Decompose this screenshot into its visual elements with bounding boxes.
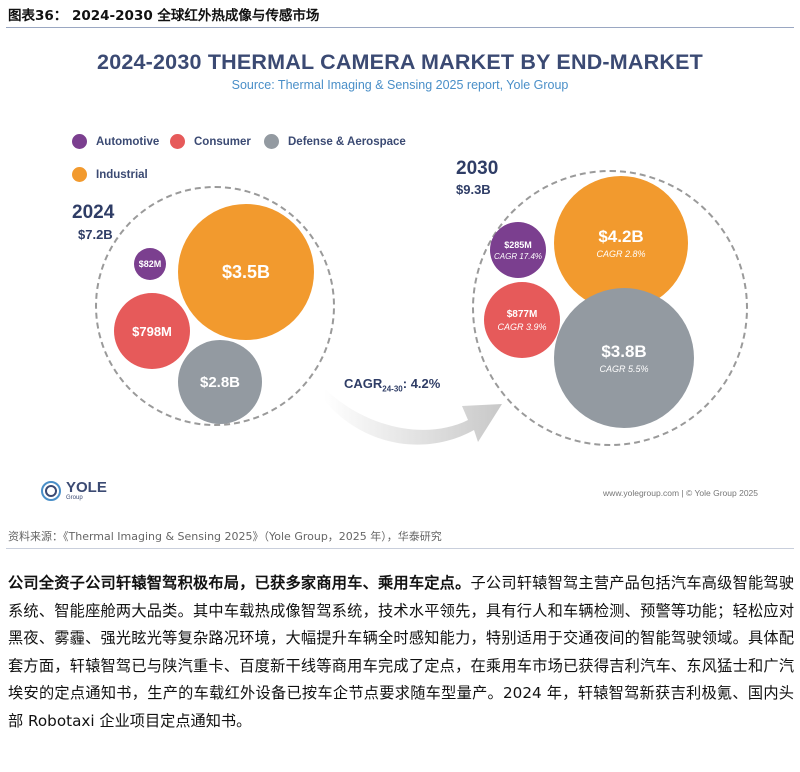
cagr-sub: 24-30 — [382, 384, 403, 394]
body-text: 子公司轩辕智驾主营产品包括汽车高级智能驾驶系统、智能座舱两大品类。其中车载热成像… — [8, 574, 795, 730]
legend-dot-consumer — [170, 134, 185, 149]
bubble-2030-consumer: $877M CAGR 3.9% — [484, 282, 560, 358]
bubble-2030-defense: $3.8B CAGR 5.5% — [554, 288, 694, 428]
legend-defense: Defense & Aerospace — [264, 134, 406, 149]
bubble-value: $2.8B — [199, 373, 241, 391]
bubble-value: $3.5B — [221, 261, 271, 282]
bubble-value: $3.8B — [601, 342, 647, 361]
figure-source: 资料来源：《Thermal Imaging & Sensing 2025》（Yo… — [8, 530, 442, 543]
cagr-label: CAGR24-30: 4.2% — [344, 376, 440, 394]
cagr-value: : 4.2% — [402, 376, 441, 391]
bubble-2030-industrial: $4.2B CAGR 2.8% — [554, 176, 688, 310]
bubble-2030-automotive: $285M CAGR 17.4% — [490, 222, 546, 278]
bubble-2024-industrial: $3.5B — [178, 204, 314, 340]
source-rule — [6, 548, 794, 549]
chart-title: 2024-2030 THERMAL CAMERA MARKET BY END-M… — [97, 50, 703, 74]
legend-dot-automotive — [72, 134, 87, 149]
bubble-value: $877M — [506, 308, 538, 320]
year-2024-label: 2024 — [72, 202, 115, 223]
chart-credit: www.yolegroup.com | © Yole Group 2025 — [603, 488, 758, 498]
bubble-cagr: CAGR 17.4% — [493, 251, 543, 261]
logo-sub: Group — [66, 495, 83, 501]
bubble-2024-consumer: $798M — [114, 293, 190, 369]
legend-dot-defense — [264, 134, 279, 149]
legend-label: Industrial — [96, 168, 148, 181]
total-2030-label: $9.3B — [456, 182, 491, 197]
legend-consumer: Consumer — [170, 134, 251, 149]
legend-label: Consumer — [194, 135, 251, 148]
legend-label: Automotive — [96, 135, 160, 148]
bubble-cagr: CAGR 5.5% — [599, 364, 649, 374]
body-paragraph: 公司全资子公司轩辕智驾积极布局，已获多家商用车、乘用车定点。子公司轩辕智驾主营产… — [8, 570, 794, 735]
bubble-2024-defense: $2.8B — [178, 340, 262, 424]
total-2024-label: $7.2B — [78, 227, 113, 242]
body-lead: 公司全资子公司轩辕智驾积极布局，已获多家商用车、乘用车定点。 — [8, 574, 471, 592]
boundary-2024 — [95, 186, 335, 426]
bubble-value: $4.2B — [598, 227, 644, 246]
growth-arrow-icon — [324, 388, 502, 445]
figure-title: 图表36： 2024-2030 全球红外热成像与传感市场 — [8, 8, 320, 24]
legend-label: Defense & Aerospace — [288, 135, 406, 148]
chart-subtitle: Source: Thermal Imaging & Sensing 2025 r… — [231, 78, 569, 92]
chart-panel: 2024-2030 THERMAL CAMERA MARKET BY END-M… — [22, 30, 778, 518]
cagr-prefix: CAGR — [344, 376, 383, 391]
legend-automotive: Automotive — [72, 134, 159, 149]
bubble-value: $285M — [504, 239, 532, 250]
legend-dot-industrial — [72, 167, 87, 182]
bubble-2024-automotive: $82M — [134, 248, 166, 280]
bubble-value: $82M — [138, 259, 162, 269]
year-2030-label: 2030 — [456, 158, 499, 179]
yole-logo: YOLE Group — [40, 480, 107, 502]
logo-name: YOLE — [66, 479, 107, 496]
legend-industrial: Industrial — [72, 167, 148, 182]
boundary-2030 — [472, 170, 748, 446]
bubble-value: $798M — [132, 323, 172, 339]
figure-title-rule — [6, 27, 794, 28]
yole-logo-icon — [41, 481, 61, 501]
bubble-cagr: CAGR 3.9% — [497, 321, 547, 332]
bubble-cagr: CAGR 2.8% — [596, 249, 646, 259]
